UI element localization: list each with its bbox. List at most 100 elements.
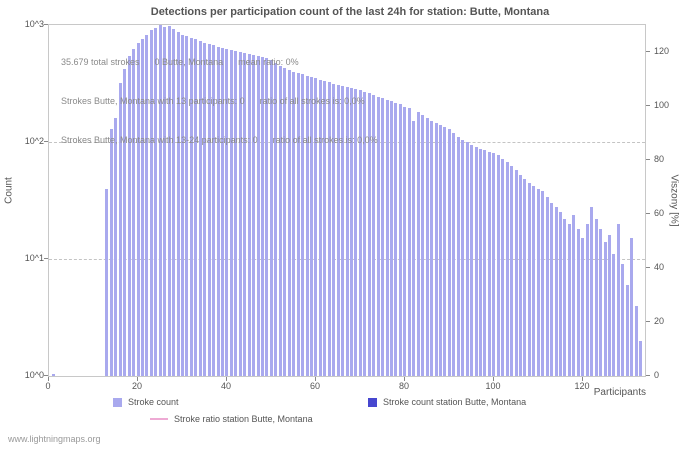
stroke-ratio-line-icon (150, 418, 168, 420)
stroke-count-bar (567, 223, 571, 376)
chart-title: Detections per participation count of th… (150, 6, 550, 18)
stroke-count-bar (269, 60, 273, 376)
chart-annotations: 35.679 total strokes 0 Butte, Montana me… (61, 30, 378, 173)
stroke-count-bar (305, 75, 309, 376)
y-tick-label-left: 10^1 (24, 253, 44, 263)
tick-mark (44, 258, 48, 259)
x-tick-label: 100 (485, 381, 501, 391)
stroke-count-bar (372, 95, 376, 376)
stroke-count-bar (416, 112, 420, 376)
stroke-count-bar (492, 153, 496, 376)
tick-mark (48, 377, 49, 381)
stroke-count-bar (189, 37, 193, 376)
stroke-count-bar (536, 188, 540, 376)
tick-mark (404, 377, 405, 381)
stroke-count-bar (127, 56, 131, 376)
annotation-line-13-participants: Strokes Butte, Montana with 13 participa… (61, 96, 365, 106)
stroke-count-bar (207, 43, 211, 376)
x-tick-label: 40 (220, 381, 231, 391)
y-tick-label-right: 40 (654, 262, 665, 272)
stroke-count-bar (212, 45, 216, 376)
tick-mark (44, 141, 48, 142)
stroke-count-bar (367, 93, 371, 376)
stroke-count-bar (136, 43, 140, 376)
stroke-count-bar (487, 152, 491, 376)
stroke-count-bar (314, 78, 318, 376)
stroke-count-bar (261, 57, 264, 376)
stroke-count-bar (154, 27, 158, 376)
stroke-count-bar (358, 89, 362, 376)
tick-mark (646, 321, 650, 322)
stroke-count-bar (550, 203, 554, 376)
x-tick-label: 20 (131, 381, 142, 391)
stroke-count-bar (630, 238, 634, 376)
x-axis-label: Participants (593, 387, 646, 398)
stroke-count-bar (332, 83, 336, 376)
stroke-count-bar (172, 29, 175, 376)
stroke-count-bar (51, 374, 55, 376)
tick-mark (646, 159, 650, 160)
stroke-count-bar (470, 144, 473, 376)
stroke-count-bar (585, 223, 589, 376)
stroke-count-bar (452, 132, 456, 376)
stroke-count-bar (532, 186, 536, 376)
y-tick-label-right: 120 (654, 46, 670, 56)
footer-link[interactable]: www.lightningmaps.org (8, 434, 101, 444)
stroke-count-bar (327, 82, 331, 376)
stroke-count-bar (412, 121, 416, 376)
stroke-count-bar (394, 103, 398, 376)
tick-mark (646, 105, 650, 106)
x-tick-label: 80 (398, 381, 409, 391)
legend-label: Stroke count (128, 397, 179, 407)
stroke-count-bar (149, 30, 153, 376)
x-tick-label: 60 (309, 381, 320, 391)
stroke-count-bar (229, 50, 233, 376)
stroke-count-bar (318, 79, 322, 376)
stroke-count-bar (478, 148, 482, 376)
stroke-count-bar (114, 118, 118, 376)
stroke-count-bar (301, 74, 304, 376)
stroke-count-bar (519, 175, 522, 376)
stroke-count-bar (221, 47, 224, 376)
stroke-count-bar (559, 212, 562, 376)
stroke-count-bar (545, 196, 549, 376)
stroke-count-bar (265, 58, 269, 376)
x-tick-label: 120 (574, 381, 590, 391)
stroke-count-bar (385, 99, 389, 376)
stroke-count-bar (590, 206, 594, 376)
stroke-count-bar (118, 82, 122, 376)
stroke-count-bar (563, 218, 567, 376)
stroke-count-bar (625, 285, 629, 376)
stroke-count-bar (390, 100, 393, 376)
stroke-count-bar (225, 49, 229, 376)
y-tick-label-right: 60 (654, 208, 665, 218)
stroke-count-bar (287, 70, 291, 376)
legend-label: Stroke ratio station Butte, Montana (174, 414, 313, 424)
tick-mark (646, 213, 650, 214)
stroke-count-bar (639, 340, 643, 376)
stroke-count-swatch-icon (113, 397, 122, 407)
stroke-count-bar (238, 51, 242, 376)
stroke-count-bar (599, 229, 602, 376)
legend-label: Stroke count station Butte, Montana (383, 397, 527, 407)
stroke-count-bar (163, 26, 167, 376)
stroke-count-bar (581, 238, 585, 376)
stroke-count-bar (180, 34, 184, 376)
stroke-count-bar (198, 41, 202, 376)
tick-mark (226, 377, 227, 381)
stroke-count-bar (523, 179, 527, 376)
stroke-count-bar (158, 25, 162, 376)
stroke-count-bar (376, 96, 380, 376)
y-tick-label-right: 20 (654, 316, 665, 326)
stroke-count-bar (621, 264, 625, 376)
stroke-count-bar (634, 305, 638, 376)
stroke-count-bar (434, 123, 438, 376)
stroke-count-bar (474, 147, 478, 376)
stroke-count-bar (607, 235, 611, 376)
stroke-count-bar (292, 71, 296, 376)
stroke-count-bar (323, 80, 327, 376)
stroke-count-bar (505, 161, 509, 376)
annotation-line-13-24-participants: Strokes Butte, Montana with 13-24 partic… (61, 135, 378, 145)
stroke-count-bar (132, 49, 135, 376)
stroke-count-bar (341, 86, 345, 376)
